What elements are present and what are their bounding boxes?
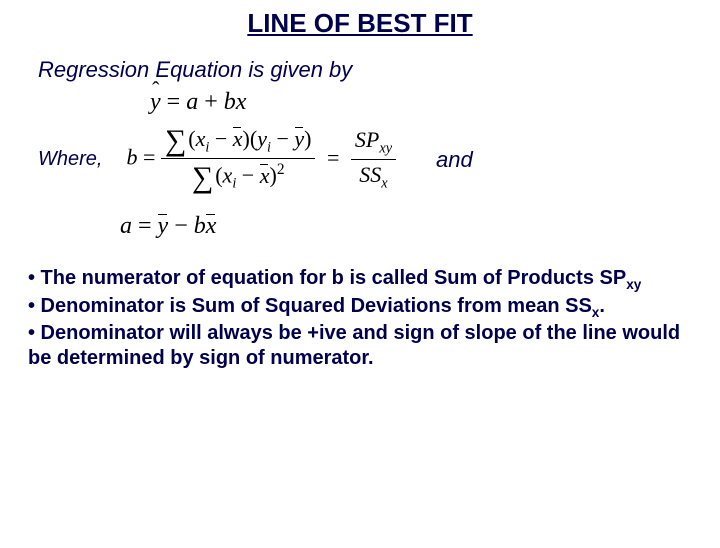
equation-regression: y = a + bx <box>150 89 720 116</box>
page-title: LINE OF BEST FIT <box>0 8 720 39</box>
where-row: Where, b = ∑(xi − x)(yi − y) ∑(xi − x)2 … <box>0 126 720 193</box>
equation-a: a = y − bx <box>120 213 720 240</box>
bullets: • The numerator of equation for b is cal… <box>28 266 692 372</box>
equation-b: b = ∑(xi − x)(yi − y) ∑(xi − x)2 = SPxy … <box>126 126 396 193</box>
bullet-3: • Denominator will always be +ive and si… <box>28 321 692 372</box>
bullet-1: • The numerator of equation for b is cal… <box>28 266 692 293</box>
and-label: and <box>436 147 473 173</box>
bullet-2: • Denominator is Sum of Squared Deviatio… <box>28 294 692 321</box>
where-label: Where, <box>38 148 102 171</box>
intro-text: Regression Equation is given by <box>38 57 720 83</box>
